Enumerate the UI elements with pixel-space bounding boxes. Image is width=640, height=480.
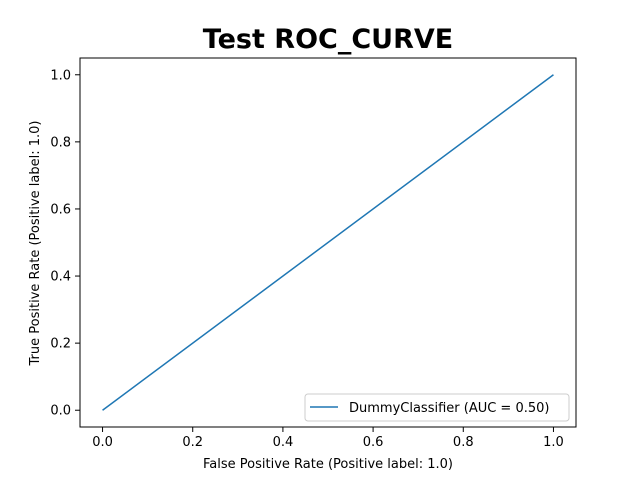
- y-tick-label: 1.0: [50, 68, 71, 83]
- legend-series-label: DummyClassifier (AUC = 0.50): [349, 401, 549, 416]
- x-tick-label: 0.8: [453, 435, 474, 450]
- x-tick-label: 0.6: [363, 435, 384, 450]
- axes-frame: [79, 57, 577, 428]
- y-tick-label: 0.0: [50, 404, 71, 419]
- x-tick-label: 0.2: [182, 435, 203, 450]
- series-layer: [102, 74, 554, 411]
- roc-curve-line: [102, 74, 554, 411]
- y-axis-label: True Positive Rate (Positive label: 1.0): [28, 121, 43, 367]
- x-axis-label: False Positive Rate (Positive label: 1.0…: [203, 457, 453, 472]
- x-axis-ticks: 0.0 0.2 0.4 0.6 0.8 1.0: [92, 427, 564, 450]
- plot-area: 0.0 0.2 0.4 0.6 0.8 1.0 0.0 0.2 0.4 0.6 0.8 1.0: [50, 57, 577, 450]
- chart-title: Test ROC_CURVE: [203, 24, 453, 55]
- x-tick-label: 1.0: [543, 435, 564, 450]
- y-tick-label: 0.6: [50, 202, 71, 217]
- x-tick-label: 0.0: [92, 435, 113, 450]
- y-axis-ticks: 0.0 0.2 0.4 0.6 0.8 1.0: [50, 68, 80, 419]
- y-tick-label: 0.2: [50, 337, 71, 352]
- legend-box: [304, 393, 570, 422]
- y-tick-label: 0.4: [50, 270, 71, 285]
- y-tick-label: 0.8: [50, 135, 71, 150]
- legend: DummyClassifier (AUC = 0.50): [304, 393, 570, 422]
- x-tick-label: 0.4: [273, 435, 294, 450]
